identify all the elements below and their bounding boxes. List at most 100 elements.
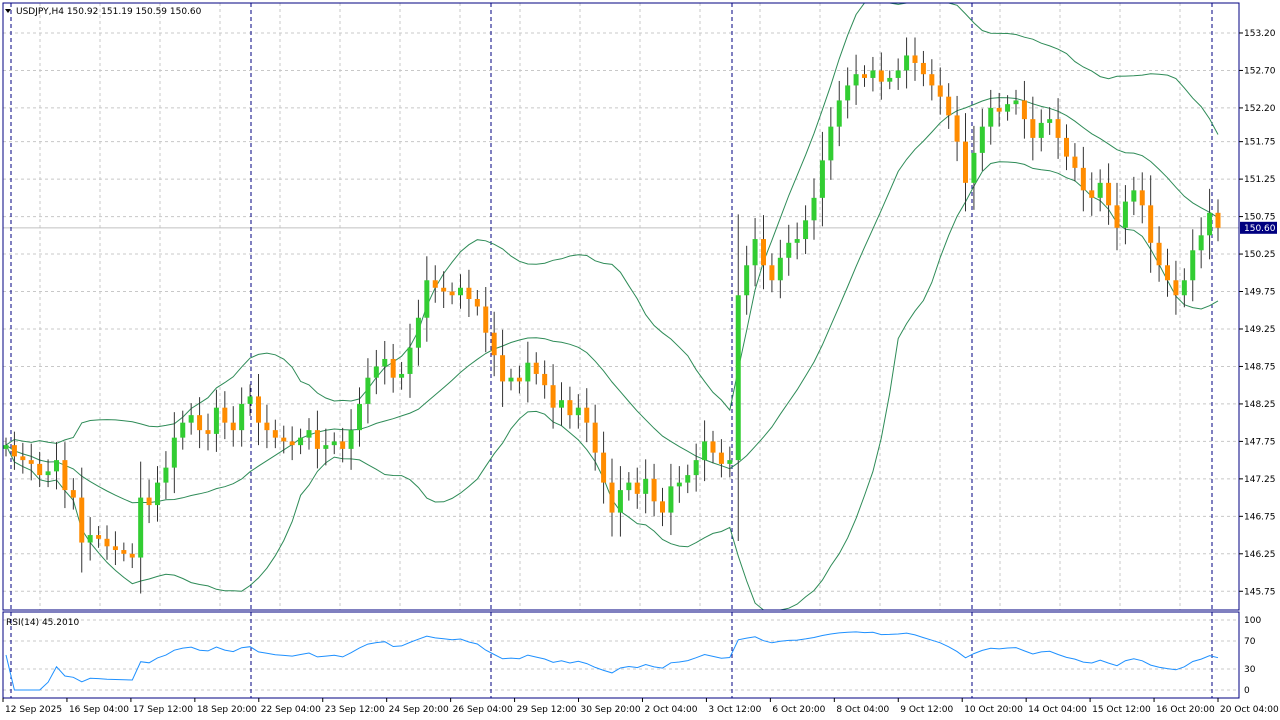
candle: [1080, 146, 1086, 212]
candle-body-bull: [155, 482, 160, 506]
candle-body-bear: [1165, 265, 1170, 281]
candle: [761, 215, 766, 290]
candle-body-bear: [710, 441, 716, 453]
candle: [272, 419, 278, 449]
candle-body-bull: [213, 407, 219, 434]
candle-body-bear: [491, 332, 497, 356]
candle: [1097, 169, 1103, 212]
candle: [382, 340, 388, 385]
candle-body-bull: [744, 265, 750, 296]
candle: [323, 428, 329, 466]
candle-body-bear: [340, 441, 346, 449]
time-tick-label: 16 Sep 04:00: [69, 705, 129, 715]
candle-body-bull: [87, 535, 93, 543]
price-tick-label: 145.75: [1244, 587, 1276, 597]
candle: [895, 58, 901, 90]
candle-body-bear: [432, 280, 438, 288]
candle: [264, 404, 270, 449]
candle: [256, 373, 261, 446]
candle: [609, 458, 615, 537]
candle-body-bear: [500, 355, 506, 382]
candle: [1148, 175, 1154, 273]
candle-body-bear: [281, 437, 287, 442]
candle-body-bull: [836, 100, 842, 127]
candle: [744, 245, 750, 315]
candle: [28, 443, 34, 481]
rsi-tick-label: 100: [1244, 616, 1261, 626]
candle-body-bear: [205, 430, 211, 434]
candle-body-bull: [777, 257, 783, 281]
candle: [281, 425, 287, 454]
candle-body-bull: [1013, 100, 1019, 105]
candle-body-bear: [1114, 205, 1120, 228]
candle: [702, 420, 708, 482]
price-tick-label: 151.75: [1244, 138, 1276, 148]
candle: [357, 387, 362, 447]
candle: [550, 364, 556, 429]
dropdown-triangle-icon[interactable]: [5, 9, 11, 13]
candle-body-bear: [256, 396, 261, 423]
candle-body-bear: [79, 497, 85, 543]
candle: [567, 386, 573, 429]
candle-body-bear: [660, 501, 665, 513]
candle-body-bull: [3, 445, 9, 449]
candle: [1198, 217, 1204, 269]
candle-body-bear: [314, 430, 320, 449]
candle-body-bull: [794, 239, 800, 243]
candle-body-bull: [306, 430, 312, 438]
candle-body-bull: [853, 74, 859, 86]
candle: [1064, 124, 1069, 171]
candle: [96, 526, 102, 548]
candle-body-bull: [1047, 119, 1053, 123]
candle-body-bear: [62, 460, 68, 491]
candle-body-bear: [592, 422, 598, 453]
time-tick-label: 8 Oct 04:00: [836, 705, 889, 715]
candle: [617, 466, 623, 537]
candle-body-bear: [1139, 190, 1145, 206]
rsi-line: [5, 631, 1219, 691]
candle: [222, 391, 228, 440]
candle-body-bear: [769, 265, 775, 281]
candle: [668, 463, 674, 536]
candle: [1165, 248, 1170, 297]
candle-body-bull: [895, 70, 901, 78]
candle: [1207, 188, 1213, 260]
candles: [3, 37, 1221, 594]
candle-body-bull: [819, 160, 825, 198]
candle: [1047, 107, 1053, 135]
candle: [516, 365, 522, 394]
candle-body-bear: [272, 430, 278, 438]
price-tick-label: 146.25: [1244, 550, 1276, 560]
candle: [946, 83, 952, 129]
candle-body-bear: [862, 74, 867, 78]
candle: [483, 287, 489, 353]
candle-body-bear: [1072, 156, 1078, 168]
candle-body-bull: [1122, 201, 1128, 228]
candle-body-bull: [1005, 104, 1011, 112]
candle: [626, 472, 632, 501]
candle: [1072, 143, 1078, 182]
candle-body-bear: [1089, 190, 1095, 198]
main-chart-frame: [2, 2, 1240, 611]
candle: [777, 239, 783, 299]
candle-body-bull: [424, 280, 430, 318]
candle: [979, 108, 985, 171]
candle: [836, 80, 842, 147]
candle-body-bull: [702, 441, 708, 461]
candle: [239, 387, 245, 447]
price-tick-label: 147.25: [1244, 475, 1276, 485]
candle: [415, 299, 421, 366]
candle: [390, 343, 396, 393]
candle-body-bull: [803, 220, 809, 240]
candle-body-bear: [937, 85, 943, 97]
candle: [920, 50, 926, 87]
symbol-header: USDJPY,H4 150.92 151.19 150.59 150.60: [5, 7, 202, 17]
candle: [340, 427, 346, 463]
candle: [542, 360, 548, 399]
candle-body-bear: [37, 463, 43, 476]
price-tick-label: 150.75: [1244, 213, 1276, 223]
candle: [45, 459, 51, 488]
candle-body-bear: [1106, 182, 1112, 206]
candle: [559, 382, 564, 426]
